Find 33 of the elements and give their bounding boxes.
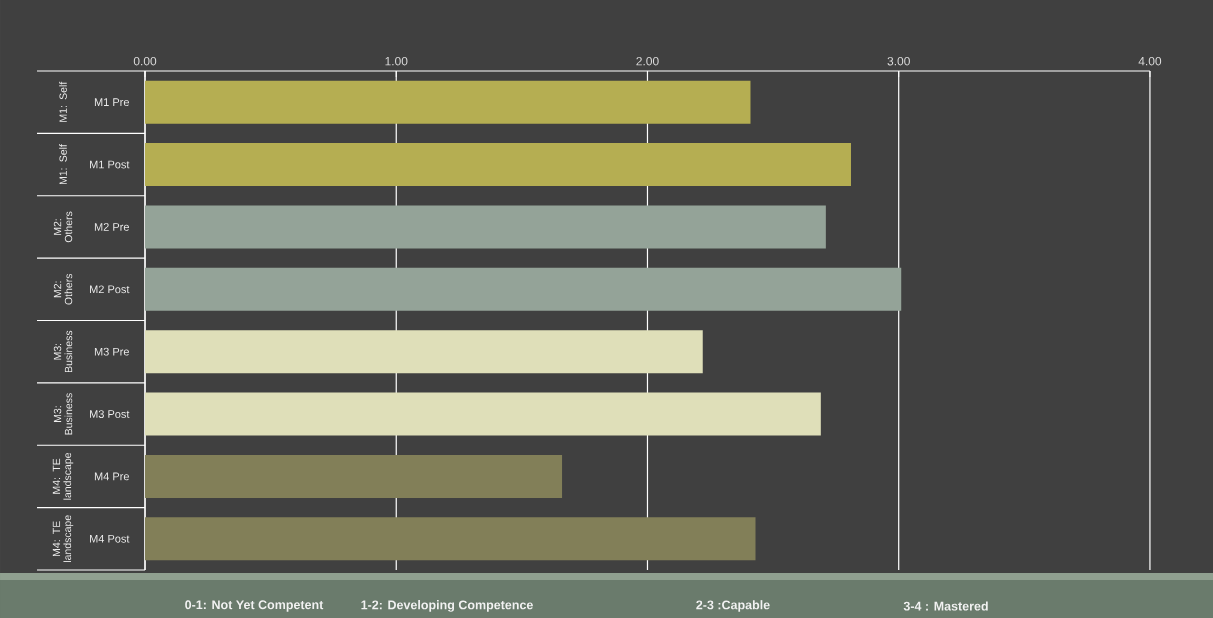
- text: M4: TE landscape: [52, 515, 74, 563]
- text: 2-3 :Capable: [696, 600, 770, 612]
- text: 1-2: Developing Competence: [361, 600, 533, 612]
- x-tick-label: 0.00: [133, 56, 157, 66]
- x-tick-label: 3.00: [887, 56, 910, 66]
- text: M2: Others: [53, 211, 73, 243]
- text: 3-4 : Mastered: [903, 601, 988, 611]
- bar: [145, 392, 821, 436]
- bar: [145, 143, 851, 187]
- y-tick-label: M3 Pre: [94, 347, 129, 356]
- bar: [145, 454, 563, 498]
- y-tick-label: M1 Pre: [94, 98, 129, 107]
- y-tick-label: M4 Post: [90, 534, 130, 543]
- y-tick-label: M2 Post: [90, 285, 130, 294]
- bar: [145, 330, 703, 374]
- text: M3: Business: [53, 393, 73, 435]
- bar: [145, 80, 751, 124]
- text: M4: TE landscape: [52, 452, 74, 500]
- x-tick-label: 4.00: [1138, 56, 1162, 66]
- text: M2: Others: [53, 273, 73, 305]
- x-tick-label: 2.00: [636, 56, 659, 66]
- y-tick-label: M3 Post: [90, 410, 130, 418]
- bar: [145, 205, 826, 249]
- bar: [145, 517, 756, 561]
- text: 0-1: Not Yet Competent: [185, 600, 324, 612]
- x-tick-label: 1.00: [385, 56, 408, 66]
- text: M3: Business: [53, 330, 73, 373]
- y-tick-label: M1 Post: [90, 160, 130, 169]
- text: M1: Self: [59, 144, 67, 185]
- text: M1: Self: [59, 81, 67, 122]
- bar: [145, 267, 902, 311]
- y-tick-label: M2 Pre: [94, 223, 129, 231]
- y-tick-label: M4 Pre: [94, 472, 129, 481]
